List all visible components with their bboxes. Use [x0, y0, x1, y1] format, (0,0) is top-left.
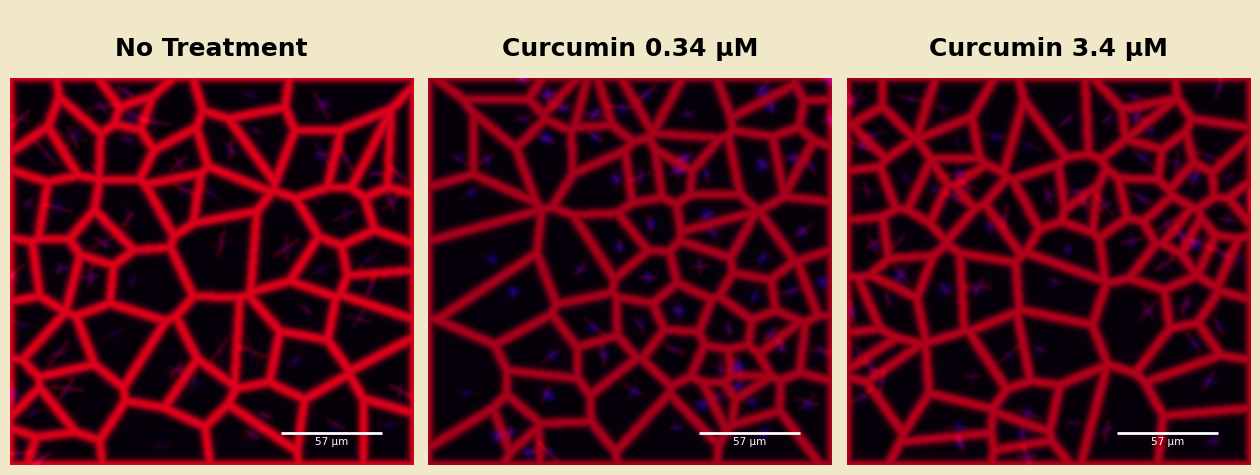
Text: No Treatment: No Treatment — [116, 38, 307, 61]
Text: 57 μm: 57 μm — [733, 437, 766, 446]
Text: 57 μm: 57 μm — [1152, 437, 1184, 446]
Text: Curcumin 3.4 μM: Curcumin 3.4 μM — [929, 38, 1168, 61]
Text: 57 μm: 57 μm — [315, 437, 348, 446]
Text: Curcumin 0.34 μM: Curcumin 0.34 μM — [501, 38, 759, 61]
